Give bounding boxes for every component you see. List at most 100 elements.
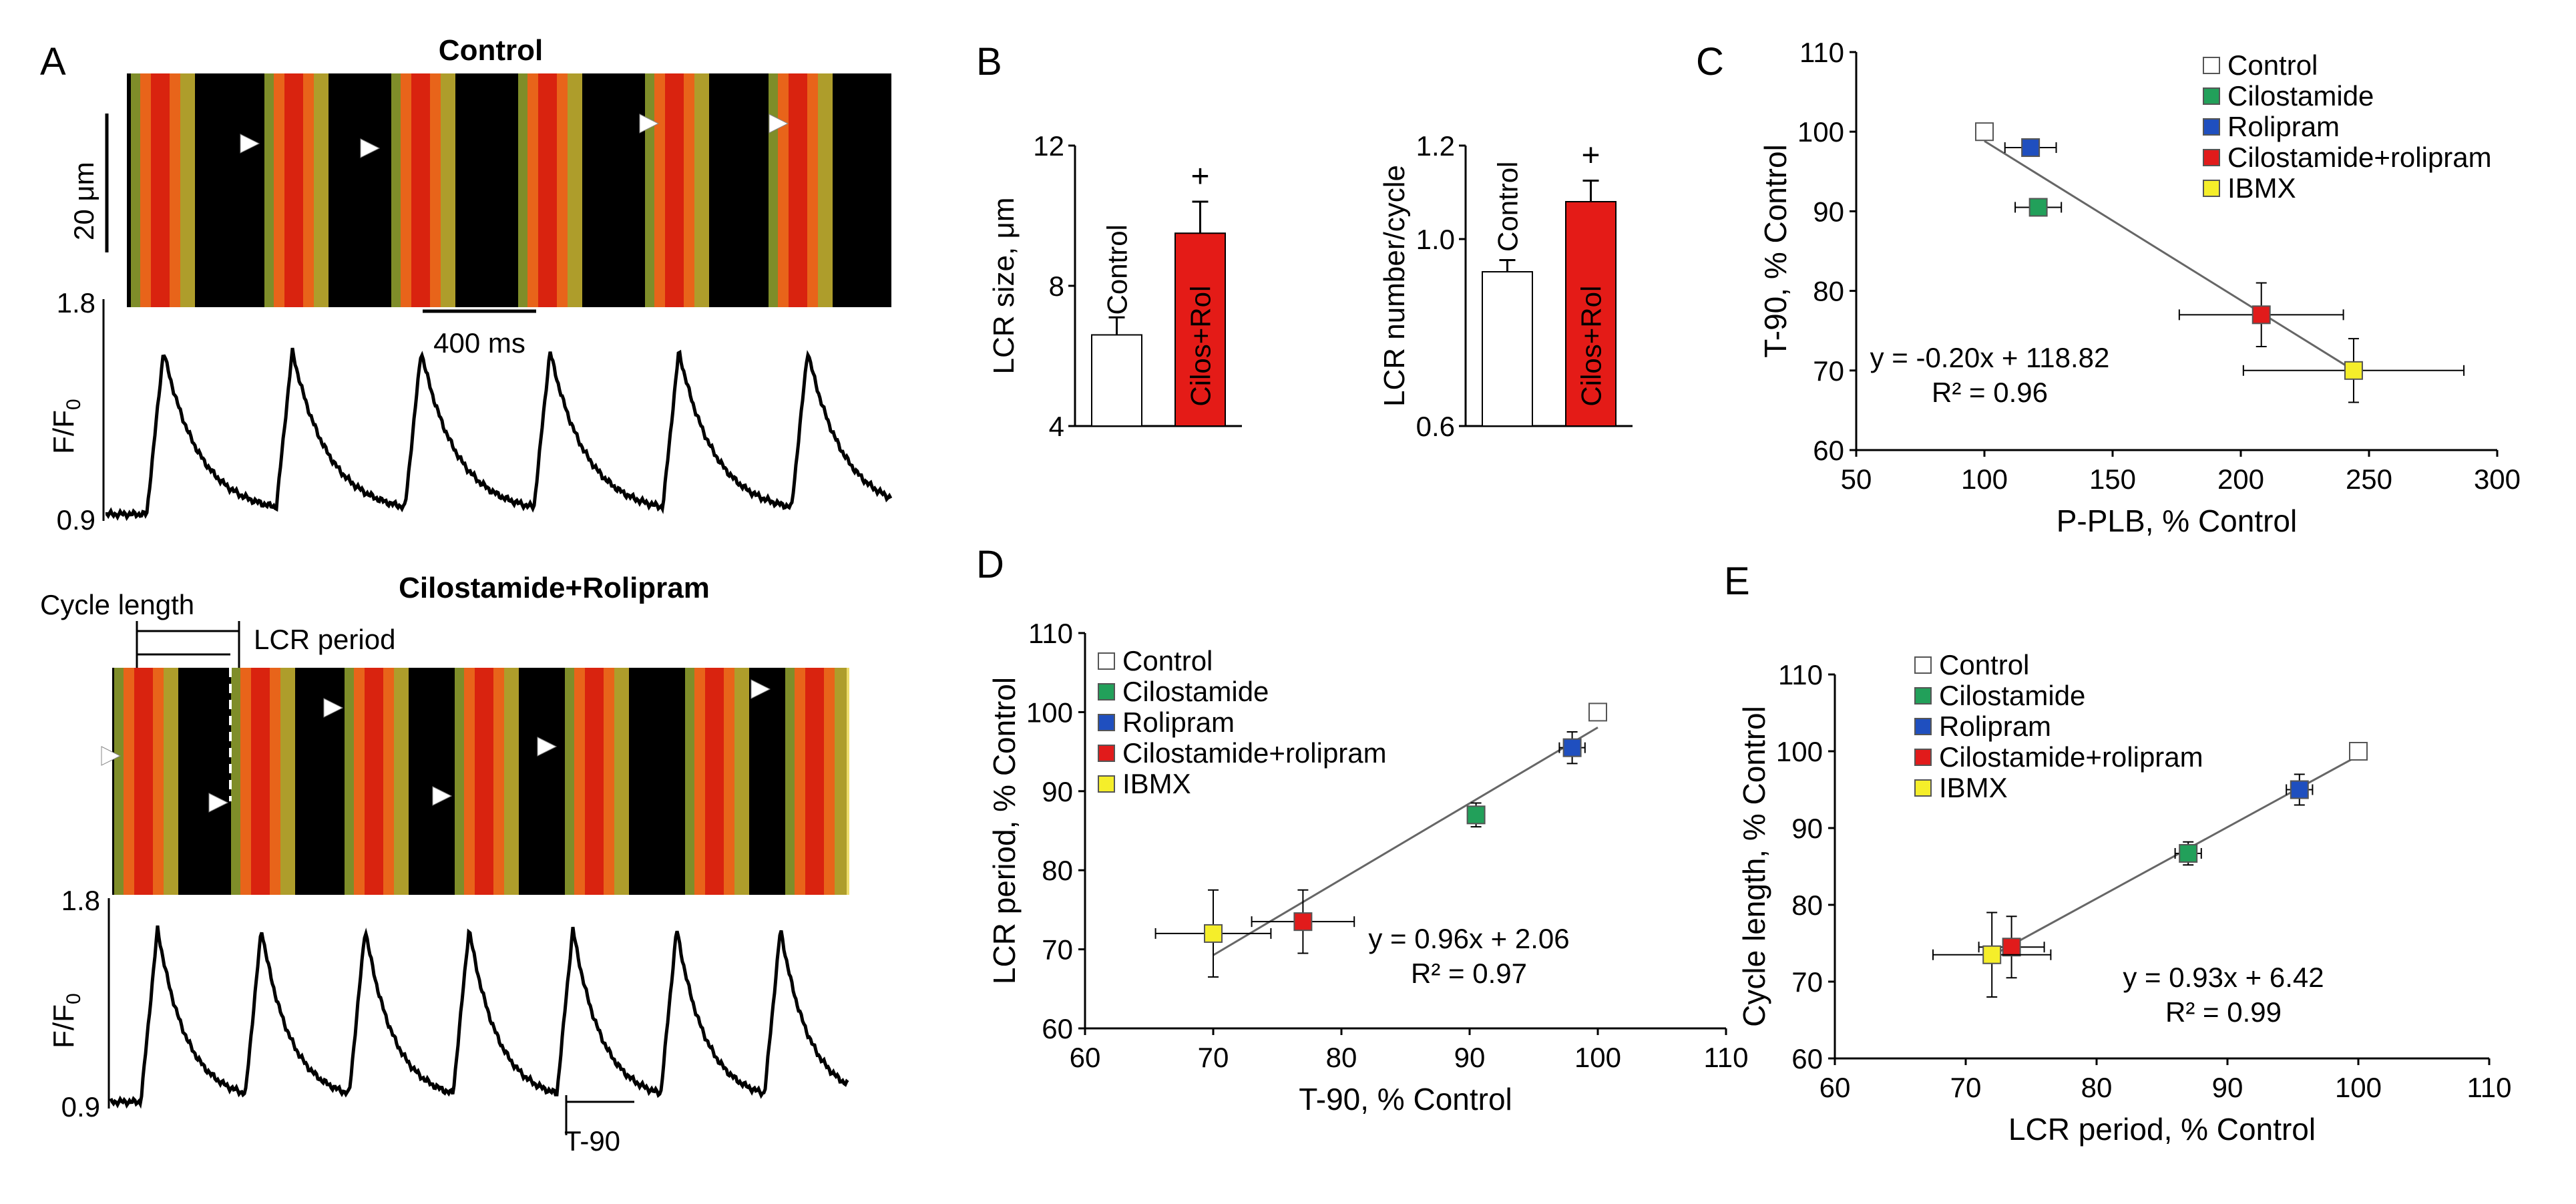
y-tick-label: 80 xyxy=(1813,276,1844,307)
calcium-band-edge xyxy=(345,668,354,895)
x-tick-label: 300 xyxy=(2474,463,2521,495)
x-tick-label: 110 xyxy=(2467,1072,2512,1103)
calcium-band-edge xyxy=(785,668,795,895)
legend-swatch xyxy=(2203,180,2220,197)
x-tick-label: 100 xyxy=(1574,1042,1621,1073)
bar-category-label: Cilos+Rol xyxy=(1576,286,1607,407)
panel-label-e: E xyxy=(1724,560,1750,603)
lcr-arrowhead xyxy=(360,138,381,158)
calcium-band-decay xyxy=(694,73,709,307)
point-ibmx xyxy=(2344,361,2363,380)
lcr-arrowhead xyxy=(240,134,260,154)
y-tick-label: 100 xyxy=(1797,116,1844,148)
point-ibmx xyxy=(1982,945,2002,964)
x-tick-label: 110 xyxy=(1704,1042,1749,1073)
legend-swatch xyxy=(1914,779,1932,797)
calcium-band-edge xyxy=(455,668,464,895)
bar-control xyxy=(1482,271,1533,427)
calcium-band-decay xyxy=(441,73,455,307)
r-squared: R² = 0.99 xyxy=(2165,996,2282,1028)
regression-equation: y = 0.93x + 6.42 xyxy=(2123,962,2324,993)
x-tick-label: 70 xyxy=(1950,1072,1982,1103)
lcr-arrowhead xyxy=(769,114,789,134)
calcium-band-edge xyxy=(391,73,401,307)
x-tick-label: 50 xyxy=(1841,463,1872,495)
y-tick-label: 90 xyxy=(1791,813,1823,844)
point-ibmx xyxy=(1204,924,1223,943)
y-tick-label: 110 xyxy=(1028,618,1073,649)
trace-top-ylabel: F/F0 xyxy=(47,399,85,454)
calcium-band-edge xyxy=(685,668,694,895)
legend-label: IBMX xyxy=(1939,772,2008,803)
legend-label: Cilostamide xyxy=(2227,80,2374,112)
point-control xyxy=(2349,742,2368,761)
lcr-size-bar-chart: 4 8 12 LCR size, μm Control + Cilos+Rol xyxy=(988,130,1242,442)
lcr-arrowhead xyxy=(432,786,453,806)
scale-bar-time-label: 400 ms xyxy=(433,327,525,359)
y-tick-label: 90 xyxy=(1042,776,1073,807)
panel-label-d: D xyxy=(976,543,1004,586)
y-tick-label: 60 xyxy=(1791,1043,1823,1074)
trace-top-ymax: 1.8 xyxy=(57,287,95,319)
trace-bottom-ymin: 0.9 xyxy=(61,1091,100,1123)
bar-category-label: Control xyxy=(1102,224,1133,315)
calcium-band-decay xyxy=(394,668,409,895)
point-cilostamide-rolipram xyxy=(2002,938,2021,957)
x-tick-label: 60 xyxy=(1070,1042,1101,1073)
legend-swatch xyxy=(1098,745,1115,762)
calcium-band-core xyxy=(705,668,724,895)
point-cilostamide xyxy=(2179,843,2198,863)
regression-line xyxy=(1984,140,2354,371)
calcium-band-core xyxy=(538,73,557,307)
significance-mark: + xyxy=(1581,138,1600,174)
y-tick-label: 100 xyxy=(1776,736,1823,767)
trace-top-ymin: 0.9 xyxy=(57,504,95,536)
y-tick-label: 80 xyxy=(1042,855,1073,886)
calcium-band-edge xyxy=(114,668,124,895)
x-tick-label: 150 xyxy=(2089,463,2136,495)
x-tick-label: 60 xyxy=(1819,1072,1851,1103)
x-tick-label: 250 xyxy=(2346,463,2392,495)
y-tick-label: 12 xyxy=(1033,130,1064,162)
point-cilostamide xyxy=(1466,805,1486,825)
x-tick-label: 200 xyxy=(2217,463,2264,495)
regression-line xyxy=(1213,727,1598,956)
legend-label: Rolipram xyxy=(1122,707,1235,738)
point-control xyxy=(1975,122,1994,142)
point-rolipram xyxy=(1562,738,1582,757)
x-tick-label: 100 xyxy=(2335,1072,2382,1103)
legend-label: Rolipram xyxy=(2227,111,2340,142)
trace-bottom-ymax: 1.8 xyxy=(61,885,100,916)
point-rolipram xyxy=(2021,138,2041,158)
x-axis-label: LCR period, % Control xyxy=(2008,1112,2316,1147)
point-control xyxy=(1588,703,1607,722)
legend-label: Cilostamide+rolipram xyxy=(1122,737,1387,769)
legend-swatch xyxy=(2203,87,2220,105)
legend-swatch xyxy=(1098,775,1115,793)
bar-category-label: Control xyxy=(1492,162,1524,252)
significance-mark: + xyxy=(1191,159,1209,194)
legend-swatch xyxy=(2203,149,2220,166)
y-axis-label: T-90, % Control xyxy=(1758,144,1793,358)
x-tick-label: 90 xyxy=(2212,1072,2243,1103)
calcium-band-core xyxy=(134,668,153,895)
linescan-background xyxy=(127,73,891,307)
panel-label-a: A xyxy=(40,40,66,83)
r-squared: R² = 0.96 xyxy=(1932,377,2048,408)
t90-vs-pplb-scatter: 60 70 80 90 100 110 50 100 150 200 250 300 P-PLB, % … xyxy=(1758,37,2521,538)
calcium-band-core xyxy=(411,73,430,307)
control-title: Control xyxy=(439,34,543,67)
calcium-band-core xyxy=(251,668,270,895)
legend-swatch xyxy=(1098,683,1115,700)
y-tick-label: 70 xyxy=(1813,355,1844,387)
y-tick-label: 60 xyxy=(1813,435,1844,466)
calcium-band-edge xyxy=(518,73,527,307)
calcium-band-core xyxy=(151,73,170,307)
y-axis-label: LCR size, μm xyxy=(988,198,1020,375)
cycle-length-vs-lcr-period-scatter: 60 70 80 90 100 110 60 70 80 90 100 110 LCR period, … xyxy=(1737,649,2511,1147)
point-cilostamide xyxy=(2028,198,2048,217)
calcium-band-edge xyxy=(645,73,654,307)
legend-swatch xyxy=(1098,714,1115,731)
calcium-band-edge xyxy=(264,73,274,307)
y-axis-label: LCR number/cycle xyxy=(1378,165,1411,407)
